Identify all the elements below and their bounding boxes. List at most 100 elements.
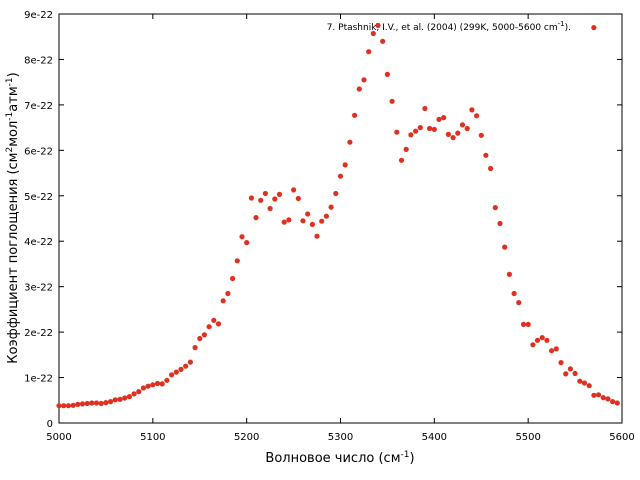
data-point [136,389,142,395]
y-axis: 0 1e-22 2e-22 3e-22 4e-22 5e-22 6e-22 7e-22 8e-2… [24,10,622,430]
data-point [549,348,555,354]
data-point [291,187,297,193]
data-point [169,372,175,378]
data-point [459,122,466,128]
data-point [591,392,597,398]
x-axis-label: Волновое число (см-1) [265,450,414,466]
data-point [361,77,367,83]
data-point [328,204,334,210]
data-point [511,290,517,297]
data-point [333,190,339,197]
data-point [211,317,217,323]
data-point [356,86,362,92]
data-point [70,402,76,408]
data-point [272,196,278,202]
data-point [65,403,71,409]
data-point [370,30,376,37]
data-point [244,240,250,246]
data-point [586,383,592,389]
data-point [474,113,480,119]
data-point [408,132,414,138]
data-point [492,205,498,211]
data-point [140,385,146,391]
data-point [600,395,606,401]
x-tick-label: 5300 [328,432,353,443]
data-point [103,400,109,406]
data-point [89,400,95,406]
data-point [262,190,268,197]
data-point [441,115,447,121]
data-point [581,380,588,386]
data-point [375,22,381,28]
data-point [614,400,620,406]
data-point [469,107,475,113]
data-point [61,403,67,409]
data-point [398,157,405,163]
data-point [126,394,132,400]
data-point [530,342,536,348]
data-point [502,244,508,250]
x-tick-label: 5500 [515,432,540,443]
data-point [380,38,386,44]
data-point [558,360,564,366]
data-point [337,173,344,179]
y-tick-label: 2e-22 [24,328,53,339]
data-point [98,400,104,407]
y-tick-label: 7e-22 [24,101,53,112]
data-point [122,395,128,401]
data-point [478,132,484,138]
data-point [112,397,118,403]
data-point [516,300,522,306]
data-point [403,146,409,152]
y-axis-label: Коэффициент поглощения (см2мол-1атм-1) [5,72,21,363]
y-tick-label: 9e-22 [24,10,53,21]
data-point [342,162,348,168]
data-point [154,380,161,387]
y-tick-label: 5e-22 [24,192,53,203]
data-point [427,125,433,132]
data-point [239,234,245,240]
data-point [436,116,442,122]
data-point [164,377,170,383]
data-point [572,370,578,377]
data-point [187,359,193,365]
data-point [483,152,489,158]
legend-marker [591,25,597,31]
data-point [525,321,531,327]
data-point [497,220,503,227]
data-point [173,369,179,375]
data-point [605,396,611,402]
data-point [178,366,184,372]
data-point [286,217,292,223]
data-point [145,383,151,389]
x-tick-label: 5200 [234,432,259,443]
data-point [413,128,419,134]
data-point [84,400,90,407]
data-point [206,324,212,330]
data-point [295,195,301,202]
data-point [220,298,226,304]
legend: 7. Ptashnik, I.V., et al. (2004) (299K, … [327,20,597,33]
data-point [131,391,137,397]
data-point [192,345,198,351]
data-point [534,337,541,343]
data-point [56,403,62,409]
x-tick-label: 5600 [609,432,634,443]
x-tick-label: 5100 [140,432,165,443]
data-point [323,213,329,219]
data-point [563,371,569,377]
data-point [520,321,527,327]
data-point [352,112,358,118]
data-point [488,165,494,172]
data-point [300,218,306,224]
y-tick-label: 4e-22 [24,237,53,248]
data-point [276,191,283,197]
data-point [455,130,461,136]
data-point [201,332,207,338]
data-point [567,366,574,372]
data-point [394,129,400,135]
data-point [539,335,545,341]
data-point [215,321,222,327]
data-point [417,125,423,131]
